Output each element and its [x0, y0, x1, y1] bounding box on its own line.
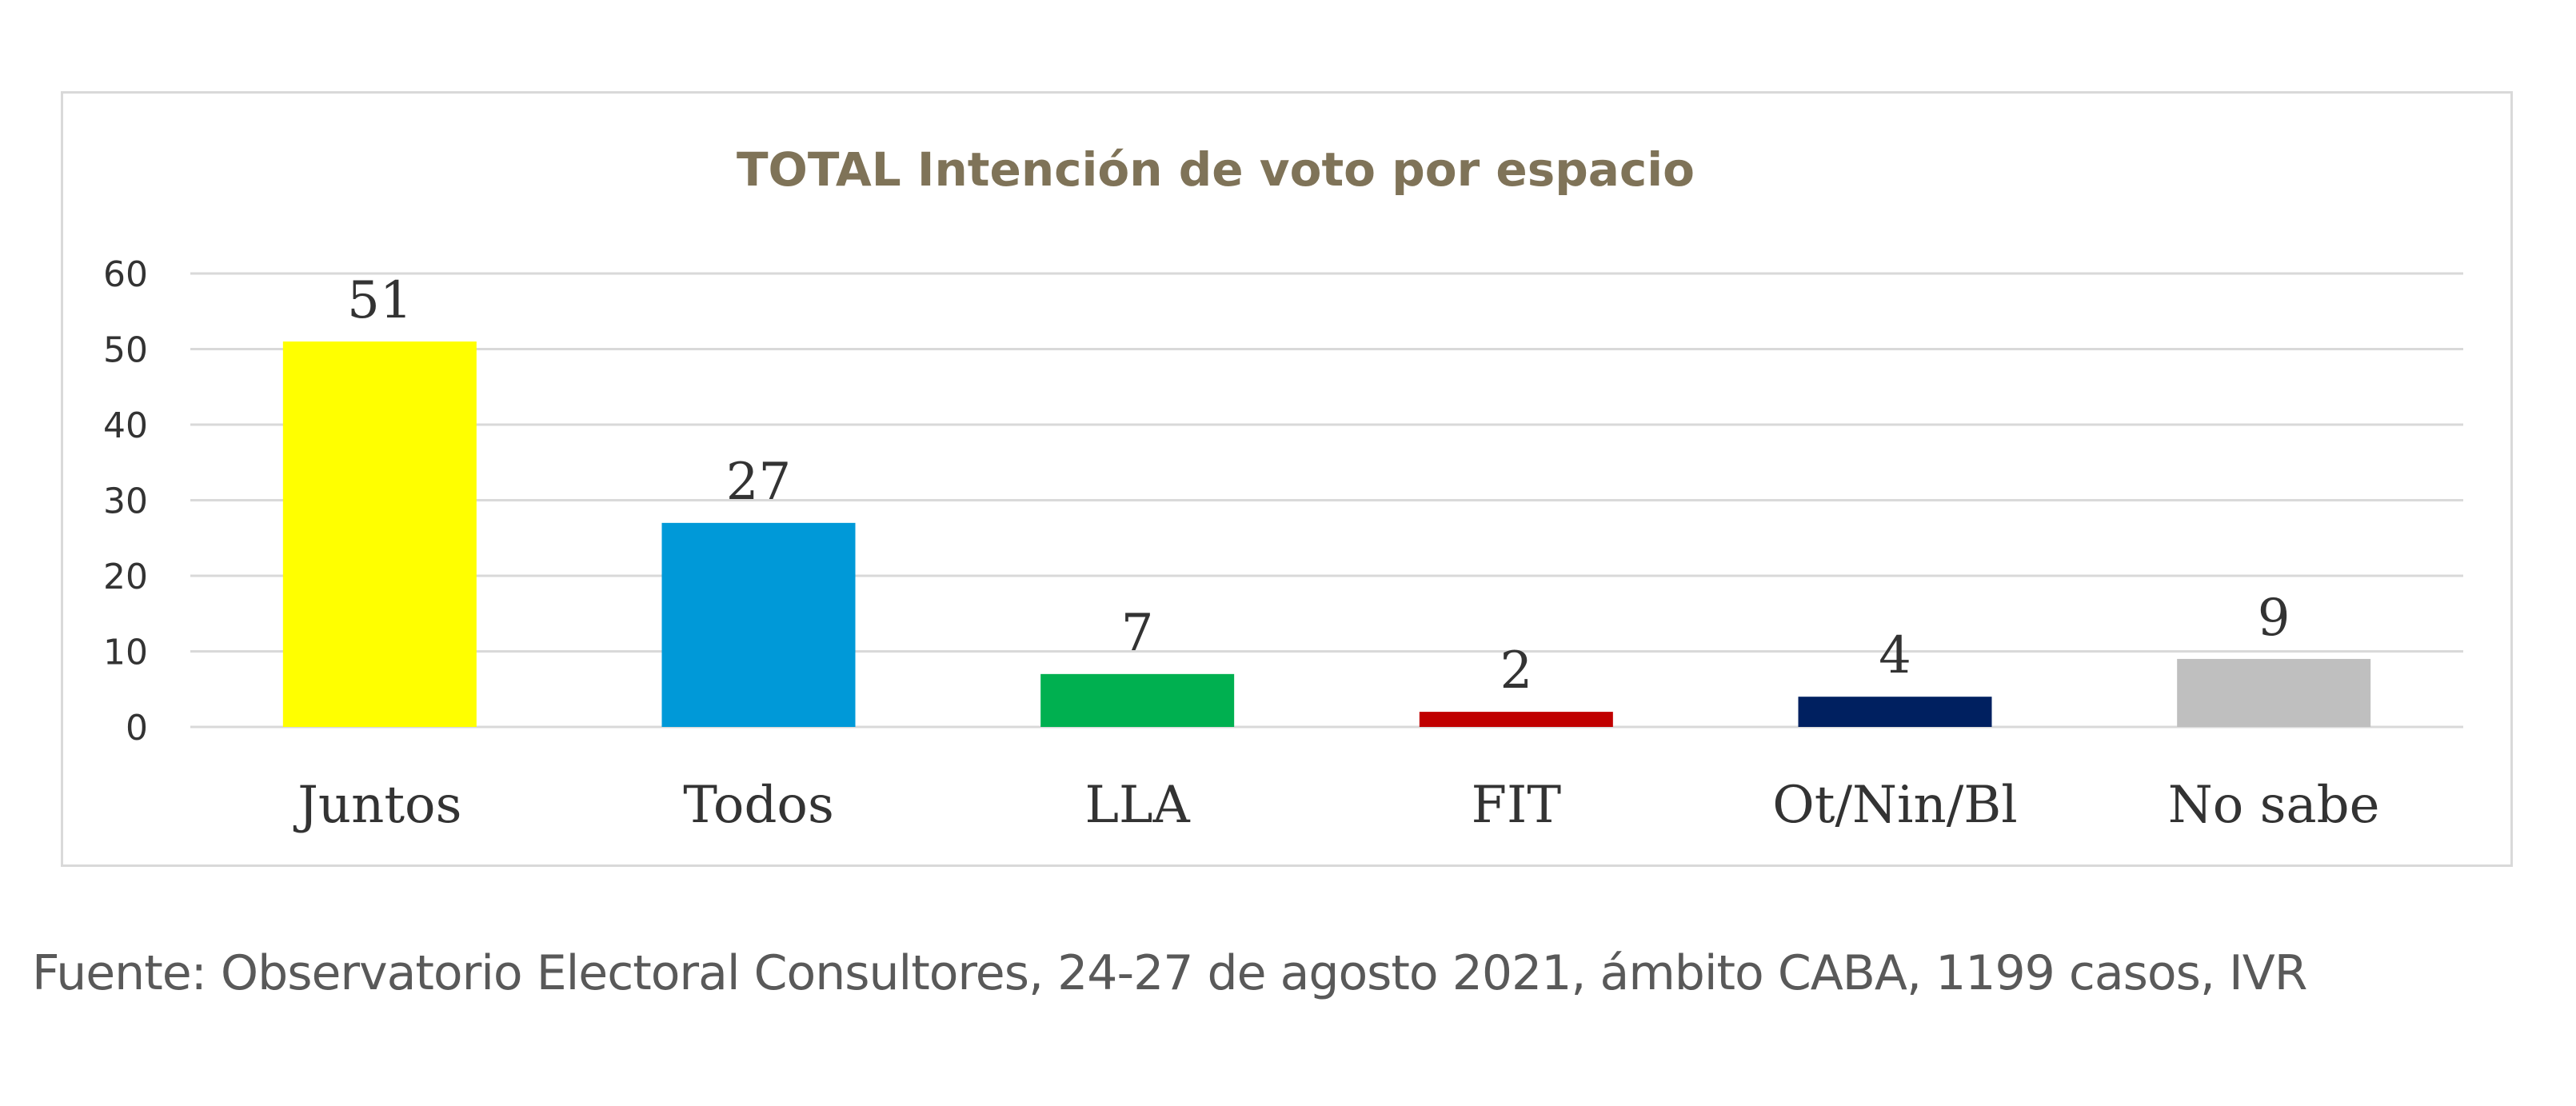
x-tick-label: Todos: [683, 776, 834, 835]
bar-todos: [661, 522, 856, 727]
y-tick-label: 20: [103, 557, 148, 597]
y-tick-label: 0: [126, 708, 148, 749]
data-label: 2: [1500, 641, 1532, 701]
data-labels: 51 27 7 2 4 9: [347, 271, 2290, 701]
data-label: 27: [726, 453, 791, 512]
y-tick-label: 30: [103, 481, 148, 522]
bar-no-sabe: [2177, 658, 2371, 727]
data-label: 51: [347, 271, 412, 330]
x-axis-ticks: Juntos Todos LLA FIT Ot/Nin/Bl No sabe: [293, 776, 2379, 835]
y-axis-ticks: 0 10 20 30 40 50 60: [103, 254, 148, 749]
x-tick-label: No sabe: [2168, 776, 2380, 835]
x-tick-label: Ot/Nin/Bl: [1772, 776, 2018, 835]
source-note: Fuente: Observatorio Electoral Consultor…: [32, 945, 2307, 1001]
gridlines: [190, 272, 2463, 729]
y-tick-label: 40: [103, 405, 148, 446]
bars: [282, 341, 2371, 727]
bar-ot-nin-bl: [1798, 697, 1992, 727]
x-tick-label: LLA: [1085, 776, 1191, 835]
x-tick-label: Juntos: [293, 776, 461, 835]
data-label: 9: [2258, 589, 2290, 648]
bar-juntos: [282, 341, 477, 727]
bar-lla: [1040, 673, 1235, 727]
chart-title: TOTAL Intención de voto por espacio: [737, 142, 1695, 197]
y-tick-label: 60: [103, 254, 148, 295]
data-label: 7: [1121, 604, 1154, 663]
y-tick-label: 10: [103, 633, 148, 673]
y-tick-label: 50: [103, 330, 148, 371]
bar-fit: [1419, 712, 1613, 727]
x-tick-label: FIT: [1472, 776, 1562, 835]
data-label: 4: [1879, 626, 1911, 685]
